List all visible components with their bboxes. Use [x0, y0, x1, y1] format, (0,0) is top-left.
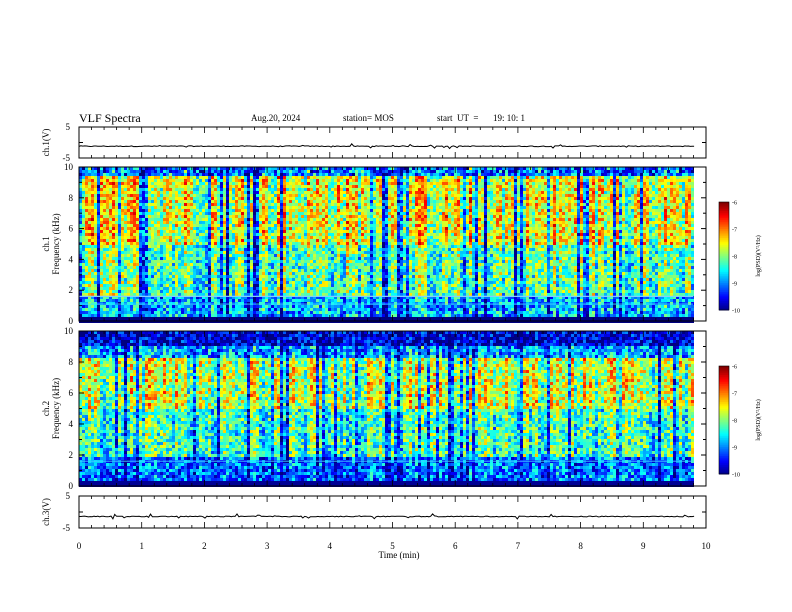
- y-tick-label: 4: [69, 254, 74, 264]
- y-tick-label: 8: [69, 357, 74, 367]
- y-tick-label: 10: [64, 326, 74, 336]
- y-axis-label: Frequency (kHz): [51, 213, 61, 274]
- y-tick-label: 6: [69, 388, 74, 398]
- colorbar-tick-label: -9: [732, 282, 737, 288]
- spectrogram-ch1: [79, 167, 694, 323]
- colorbar: [719, 366, 729, 475]
- x-tick-label: 10: [702, 541, 712, 551]
- y-tick-label: 8: [69, 193, 74, 203]
- x-tick-label: 3: [265, 541, 270, 551]
- y-tick-label: 6: [69, 224, 74, 234]
- colorbar-label: log(PSD)(V²/Hz): [755, 399, 762, 440]
- y-axis-label: ch.1(V): [41, 129, 51, 157]
- x-tick-label: 7: [516, 541, 521, 551]
- y-axis-label: ch.1: [41, 236, 51, 251]
- x-tick-label: 0: [77, 541, 82, 551]
- x-tick-label: 2: [202, 541, 207, 551]
- y-tick-label: -5: [63, 523, 71, 533]
- colorbar-tick-label: -7: [732, 392, 737, 398]
- waveform-ch3: [79, 514, 694, 519]
- colorbar-tick-label: -9: [732, 446, 737, 452]
- y-tick-label: 0: [69, 316, 74, 326]
- y-tick-label: 2: [69, 285, 74, 295]
- y-tick-label: 4: [69, 419, 74, 429]
- x-tick-label: 9: [641, 541, 646, 551]
- colorbar-tick-label: -8: [732, 419, 737, 425]
- colorbar: [719, 202, 729, 311]
- y-tick-label: 10: [64, 162, 74, 172]
- spectrogram-ch2: [79, 331, 694, 487]
- colorbar-tick-label: -10: [732, 473, 740, 479]
- x-tick-label: 4: [328, 541, 333, 551]
- y-tick-label: 0: [69, 481, 74, 491]
- y-axis-label: ch.3(V): [41, 498, 51, 526]
- colorbar-tick-label: -8: [732, 255, 737, 261]
- y-tick-label: 2: [69, 450, 74, 460]
- y-axis-label: Frequency (kHz): [51, 378, 61, 439]
- y-axis-label: ch.2: [41, 401, 51, 416]
- colorbar-tick-label: -6: [732, 201, 737, 207]
- colorbar-tick-label: -10: [732, 309, 740, 315]
- x-tick-label: 1: [139, 541, 144, 551]
- x-tick-label: 6: [453, 541, 458, 551]
- y-tick-label: 5: [66, 122, 71, 132]
- x-tick-label: 8: [578, 541, 583, 551]
- colorbar-tick-label: -6: [732, 365, 737, 371]
- colorbar-label: log(PSD)(V²/Hz): [755, 235, 762, 276]
- colorbar-tick-label: -7: [732, 228, 737, 234]
- y-tick-label: 5: [66, 491, 71, 501]
- x-axis-label: Time (min): [379, 550, 420, 560]
- waveform-ch1: [79, 144, 694, 149]
